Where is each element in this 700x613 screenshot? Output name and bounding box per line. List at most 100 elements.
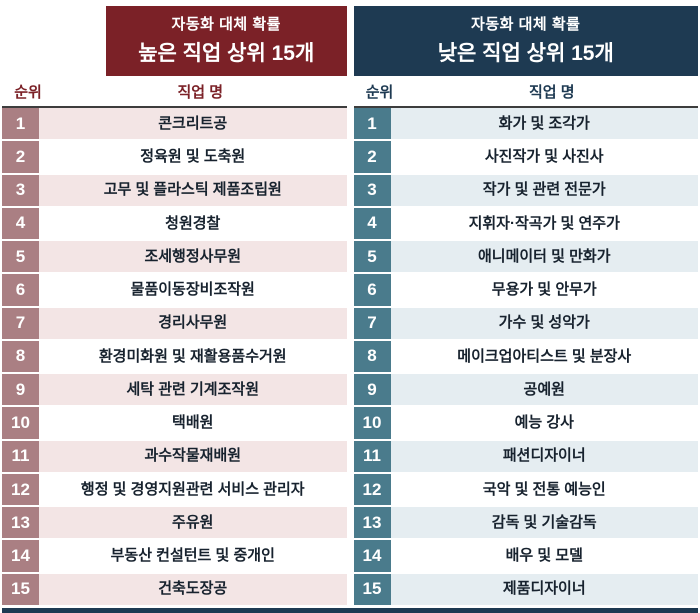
rank-cell: 13: [353, 507, 391, 539]
table-row: 5 조세행정사무원: [2, 241, 347, 275]
job-name: 택배원: [172, 414, 214, 432]
rank-cell: 5: [353, 241, 391, 273]
job-name: 메이크업아티스트 및 분장사: [457, 347, 632, 365]
rank-cell: 11: [353, 440, 391, 472]
table-row: 8 메이크업아티스트 및 분장사: [353, 340, 698, 375]
table-row: 1 화가 및 조각가: [353, 108, 698, 142]
job-name: 고무 및 플라스틱 제품조립원: [103, 181, 282, 199]
rank-cell: 4: [353, 207, 391, 240]
rank-cell: 8: [353, 340, 391, 373]
rank-cell: 10: [353, 407, 391, 439]
table-row: 6 물품이동장비조작원: [2, 274, 347, 308]
panel-title-line2: 낮은 직업 상위 15개: [437, 42, 614, 65]
rank-cell: 8: [2, 340, 39, 373]
rank-cell: 6: [353, 274, 391, 306]
rank-cell: 9: [353, 374, 391, 406]
table-row: 2 사진작가 및 사진사: [353, 141, 698, 175]
job-name: 조세행정사무원: [144, 247, 242, 265]
table-row: 6 무용가 및 안무가: [353, 274, 698, 308]
column-header-row: 순위 직업 명: [353, 76, 698, 108]
rank-cell: 6: [2, 274, 39, 306]
table-row: 9 공예원: [353, 374, 698, 408]
rank-cell: 14: [353, 540, 391, 572]
column-header-job: 직업 명: [177, 83, 224, 101]
job-name: 물품이동장비조작원: [130, 281, 255, 299]
table-row: 4 청원경찰: [2, 207, 347, 242]
table-rows-low: 1 화가 및 조각가 2 사진작가 및 사진사 3 작가 및 관련 전문가 4 지휘자·작곡가…: [353, 108, 698, 605]
job-name: 무용가 및 안무가: [491, 281, 597, 299]
rank-cell: 2: [2, 141, 39, 173]
bottom-accent-bar: [2, 608, 698, 613]
job-name: 패션디자이너: [502, 447, 586, 465]
rank-cell: 3: [2, 174, 39, 206]
table-row: 3 고무 및 플라스틱 제품조립원: [2, 174, 347, 208]
table-row: 13 감독 및 기술감독: [353, 507, 698, 541]
job-name: 사진작가 및 사진사: [484, 148, 604, 166]
rank-cell: 7: [353, 307, 391, 339]
column-header-row: 순위 직업 명: [2, 76, 347, 108]
panel-header-high: 자동화 대체 확률 높은 직업 상위 15개: [106, 6, 347, 76]
rank-cell: 11: [2, 440, 39, 472]
table-row: 10 예능 강사: [353, 407, 698, 441]
table-row: 2 정육원 및 도축원: [2, 141, 347, 175]
rank-cell: 7: [2, 307, 39, 339]
rank-cell: 15: [2, 573, 39, 605]
panels-container: 자동화 대체 확률 높은 직업 상위 15개 순위 직업 명 1 콘크리트공 2 정육…: [2, 6, 698, 605]
job-name: 행정 및 경영지원관련 서비스 관리자: [80, 480, 305, 498]
job-name: 작가 및 관련 전문가: [482, 181, 606, 199]
table-row: 10 택배원: [2, 407, 347, 441]
table-row: 9 세탁 관련 기계조작원: [2, 374, 347, 408]
rank-cell: 1: [353, 108, 391, 140]
job-name: 세탁 관련 기계조작원: [126, 380, 260, 398]
job-name: 경리사무원: [158, 314, 228, 332]
job-name: 화가 및 조각가: [498, 114, 590, 132]
panel-title-line2: 높은 직업 상위 15개: [138, 42, 315, 65]
job-name: 주유원: [172, 513, 214, 531]
job-name: 가수 및 성악가: [498, 314, 590, 332]
column-header-job: 직업 명: [528, 83, 575, 101]
rank-cell: 10: [2, 407, 39, 439]
table-row: 7 경리사무원: [2, 307, 347, 341]
panel-high-automation: 자동화 대체 확률 높은 직업 상위 15개 순위 직업 명 1 콘크리트공 2 정육…: [2, 6, 347, 605]
rank-cell: 4: [2, 207, 39, 240]
rank-cell: 13: [2, 507, 39, 539]
job-name: 공예원: [523, 380, 565, 398]
table-row: 14 배우 및 모델: [353, 540, 698, 574]
table-row: 5 애니메이터 및 만화가: [353, 241, 698, 275]
column-header-rank: 순위: [14, 83, 42, 101]
table-row: 7 가수 및 성악가: [353, 307, 698, 341]
table-row: 15 제품디자이너: [353, 573, 698, 605]
job-name: 애니메이터 및 만화가: [477, 247, 611, 265]
table-row: 12 행정 및 경영지원관련 서비스 관리자: [2, 473, 347, 508]
rank-cell: 14: [2, 540, 39, 572]
rank-cell: 3: [353, 174, 391, 206]
rank-cell: 15: [353, 573, 391, 605]
job-name: 배우 및 모델: [505, 547, 583, 565]
table-row: 11 패션디자이너: [353, 440, 698, 474]
table-row: 4 지휘자·작곡가 및 연주가: [353, 207, 698, 242]
table-row: 14 부동산 컨설턴트 및 중개인: [2, 540, 347, 574]
rank-cell: 2: [353, 141, 391, 173]
table-rows-high: 1 콘크리트공 2 정육원 및 도축원 3 고무 및 플라스틱 제품조립원 4 청원경찰 5 조세…: [2, 108, 347, 605]
panel-title-line1: 자동화 대체 확률: [471, 16, 581, 33]
table-row: 12 국악 및 전통 예능인: [353, 473, 698, 508]
table-row: 15 건축도장공: [2, 573, 347, 605]
rank-cell: 1: [2, 108, 39, 140]
table-row: 11 과수작물재배원: [2, 440, 347, 474]
job-name: 제품디자이너: [502, 580, 586, 598]
job-name: 부동산 컨설턴트 및 중개인: [110, 547, 275, 565]
table-row: 13 주유원: [2, 507, 347, 541]
rank-cell: 9: [2, 374, 39, 406]
panel-title-line1: 자동화 대체 확률: [171, 16, 281, 33]
table-row: 8 환경미화원 및 재활용품수거원: [2, 340, 347, 375]
rank-cell: 12: [2, 473, 39, 506]
job-name: 지휘자·작곡가 및 연주가: [468, 214, 620, 232]
job-name: 예능 강사: [514, 414, 574, 432]
table-row: 3 작가 및 관련 전문가: [353, 174, 698, 208]
table-row: 1 콘크리트공: [2, 108, 347, 142]
job-name: 과수작물재배원: [144, 447, 242, 465]
job-name: 건축도장공: [158, 580, 228, 598]
job-name: 청원경찰: [165, 214, 221, 232]
job-name: 감독 및 기술감독: [491, 513, 597, 531]
